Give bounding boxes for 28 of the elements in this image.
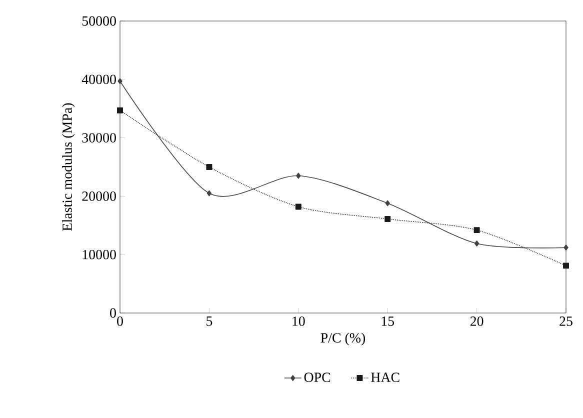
- y-tick-label: 50000: [82, 16, 116, 26]
- point: [564, 244, 568, 251]
- point: [206, 190, 212, 196]
- y-tick-label: 40000: [82, 74, 116, 84]
- point: [117, 107, 123, 114]
- x-axis-title: P/C (%): [320, 332, 366, 346]
- point: [296, 172, 301, 179]
- x-tick-label: 10: [292, 316, 305, 326]
- point: [384, 216, 391, 222]
- point: [206, 164, 212, 170]
- point: [563, 262, 569, 269]
- point: [385, 200, 390, 206]
- x-tick-label: 5: [206, 316, 212, 326]
- y-tick-label: 20000: [82, 191, 116, 201]
- legend-label: OPC: [304, 372, 330, 382]
- y-tick-label: 0: [110, 308, 116, 318]
- x-tick-label: 15: [382, 316, 394, 326]
- point: [118, 78, 122, 84]
- point: [474, 240, 480, 246]
- point: [295, 204, 302, 210]
- y-tick-label: 10000: [82, 250, 116, 260]
- point: [474, 227, 480, 234]
- y-tick-label: 30000: [82, 133, 116, 143]
- x-tick-label: 25: [560, 316, 572, 326]
- x-tick-label: 20: [470, 316, 484, 326]
- x-tick-label: 0: [117, 316, 123, 326]
- legend-label: HAC: [371, 372, 400, 382]
- y-axis-title: Elastic modulus (MPa): [62, 103, 75, 231]
